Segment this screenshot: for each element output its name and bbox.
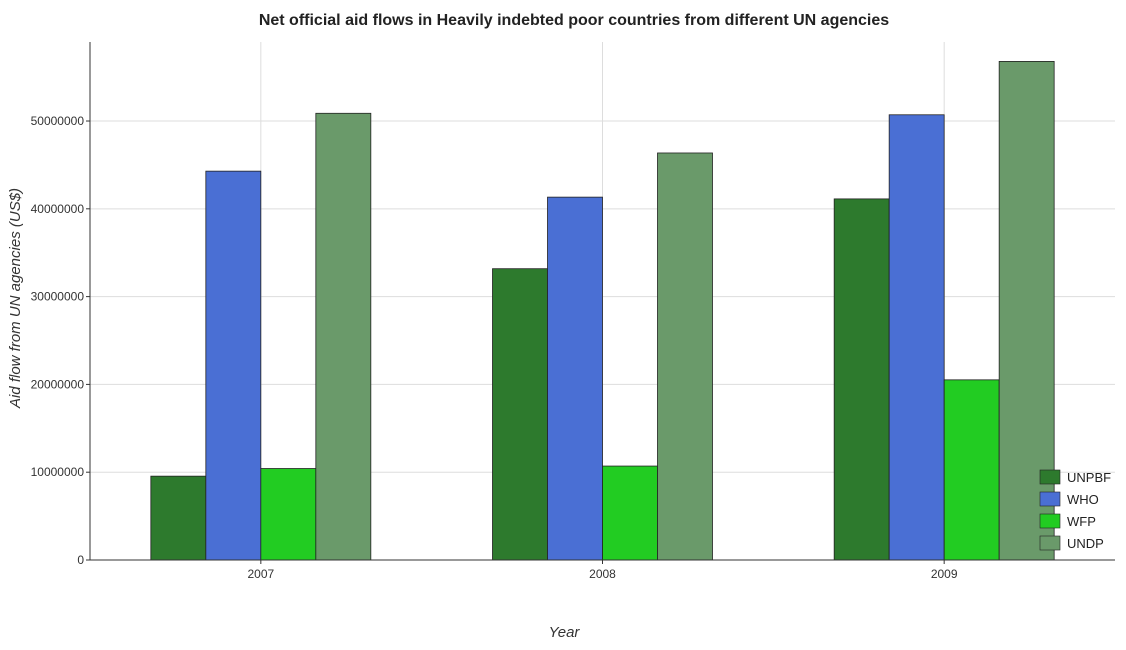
legend-label-undp: UNDP: [1067, 536, 1104, 551]
x-tick-label: 2008: [589, 567, 616, 581]
legend: UNPBF WHO WFP UNDP: [1039, 469, 1111, 551]
legend-label-who: WHO: [1067, 492, 1099, 507]
legend-swatch-undp: [1039, 535, 1061, 551]
legend-swatch-wfp: [1039, 513, 1061, 529]
bar-wfp-2009: [943, 379, 1000, 561]
bar-who-2009: [888, 114, 945, 561]
y-tick-label: 10000000: [31, 465, 85, 479]
x-tick-labels: 2007 2008 2009: [247, 567, 957, 581]
x-tick-label: 2007: [247, 567, 274, 581]
x-axis-label: Year: [549, 624, 581, 641]
chart-title: Net official aid flows in Heavily indebt…: [259, 12, 889, 29]
legend-label-unpbf: UNPBF: [1067, 470, 1111, 485]
y-tick-labels: 0 10000000 20000000 30000000 40000000 5000000…: [31, 114, 85, 567]
legend-swatch-unpbf: [1039, 469, 1061, 485]
bars: [150, 61, 1055, 561]
y-tick-label: 30000000: [31, 290, 85, 304]
y-tick-label: 20000000: [31, 377, 85, 391]
bar-who-2008: [547, 196, 603, 561]
bar-unpbf-2007: [150, 475, 207, 561]
x-tick-label: 2009: [931, 567, 958, 581]
y-tick-label: 50000000: [31, 114, 85, 128]
bar-unpbf-2009: [833, 198, 890, 561]
legend-swatch-who: [1039, 491, 1061, 507]
bar-undp-2009: [998, 61, 1055, 561]
bar-unpbf-2008: [492, 268, 548, 561]
y-tick-label: 0: [77, 553, 84, 567]
legend-label-wfp: WFP: [1067, 514, 1096, 529]
y-axis-label: Aid flow from UN agencies (US$): [7, 188, 24, 409]
axes: [86, 42, 1115, 564]
bar-who-2007: [205, 170, 262, 561]
y-tick-label: 40000000: [31, 202, 85, 216]
bar-wfp-2007: [260, 468, 317, 561]
bar-wfp-2008: [602, 465, 658, 561]
bar-undp-2008: [657, 152, 713, 561]
bar-undp-2007: [315, 112, 372, 561]
